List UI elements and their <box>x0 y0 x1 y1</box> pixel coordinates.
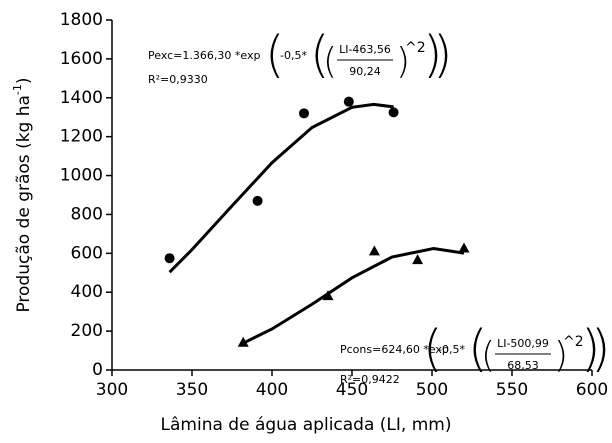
annotation: -0,5* <box>438 343 465 356</box>
point <box>368 245 380 256</box>
paren: ) <box>591 320 611 378</box>
y-tick-label: 1200 <box>60 127 103 147</box>
paren: ) <box>554 335 568 376</box>
x-tick-label: 600 <box>576 380 608 400</box>
x-tick-label: 550 <box>496 380 528 400</box>
point <box>299 108 309 119</box>
y-tick-label: 0 <box>92 360 103 380</box>
paren: ( <box>481 335 495 376</box>
point <box>412 254 424 265</box>
y-label-end: ) <box>14 77 34 84</box>
annotation: ^2 <box>405 40 426 56</box>
point <box>237 336 249 347</box>
y-label-text: Produção de grãos (kg ha <box>14 95 34 312</box>
paren: ( <box>423 320 443 378</box>
y-label-sup: -1 <box>11 84 24 95</box>
y-tick-label: 1000 <box>60 166 103 186</box>
y-tick-label: 1400 <box>60 88 103 108</box>
point <box>458 242 470 253</box>
annotation: 68,53 <box>507 359 539 372</box>
fit-curve <box>242 246 465 345</box>
annotation: Pexc=1.366,30 *exp <box>148 49 260 62</box>
annotation: LI-500,99 <box>497 337 549 350</box>
y-tick-label: 1800 <box>60 10 103 30</box>
paren: ( <box>468 320 488 378</box>
x-tick-label: 350 <box>176 380 208 400</box>
x-axis-label: Lâmina de água aplicada (LI, mm) <box>161 415 452 435</box>
annotation: 90,24 <box>349 65 381 78</box>
x-tick-label: 500 <box>416 380 448 400</box>
y-tick-label: 1600 <box>60 49 103 69</box>
annotation: -0,5* <box>280 49 307 62</box>
y-axis-label: Produção de grãos (kg ha-1) <box>11 77 34 312</box>
paren: ) <box>396 41 410 82</box>
x-tick-label: 450 <box>336 380 368 400</box>
paren: ( <box>323 41 337 82</box>
paren: ( <box>310 26 330 84</box>
annotation: R²=0,9330 <box>148 73 208 86</box>
annotation: Pcons=624,60 *exp <box>340 343 449 356</box>
paren: ) <box>433 26 453 84</box>
point <box>343 96 354 107</box>
x-tick-label: 400 <box>256 380 288 400</box>
point <box>164 253 175 264</box>
point <box>252 195 263 206</box>
y-tick-label: 400 <box>71 282 103 302</box>
y-tick-label: 600 <box>71 243 103 263</box>
point <box>388 107 399 118</box>
fit-curve <box>168 102 394 274</box>
annotation: ^2 <box>563 334 584 350</box>
paren: ) <box>423 26 443 84</box>
annotation: R²=0,9422 <box>340 373 400 386</box>
paren: ) <box>581 320 601 378</box>
annotation: LI-463,56 <box>339 43 391 56</box>
y-tick-label: 800 <box>71 204 103 224</box>
y-tick-label: 200 <box>71 321 103 341</box>
x-tick-label: 300 <box>96 380 128 400</box>
paren: ( <box>265 26 285 84</box>
point <box>322 290 334 301</box>
